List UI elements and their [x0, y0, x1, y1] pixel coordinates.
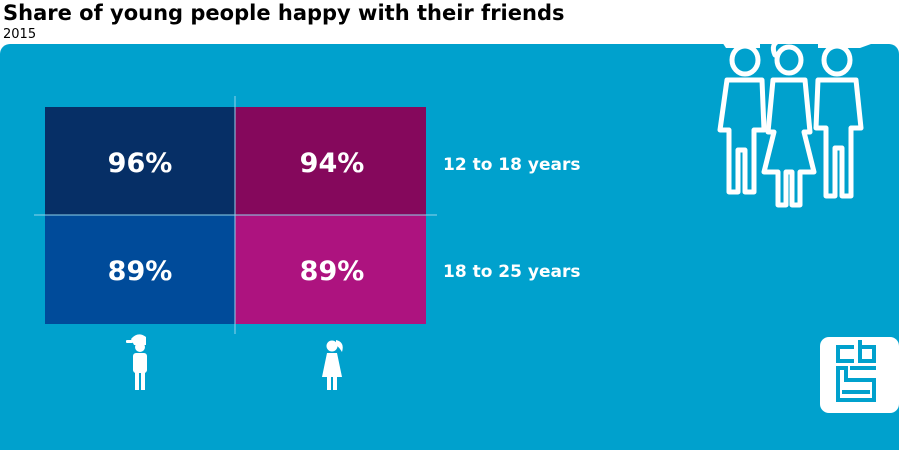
girl-icon: [322, 340, 343, 390]
row-label-12-18: 12 to 18 years: [443, 155, 580, 175]
value-label-18-25-boys: 89%: [108, 256, 173, 287]
cell-12-18-boys: [45, 107, 235, 215]
cell-12-18-girls: [235, 107, 426, 215]
cell-18-25-girls: [235, 215, 426, 324]
group-of-young-people-icon: [717, 31, 871, 208]
value-label-18-25-girls: 89%: [300, 256, 365, 287]
boy-icon: [126, 334, 147, 390]
value-label-12-18-boys: 96%: [108, 148, 173, 179]
chart-title: Share of young people happy with their f…: [3, 1, 565, 25]
cell-18-25-boys: [45, 215, 235, 324]
chart-subtitle: 2015: [3, 27, 37, 42]
value-label-12-18-girls: 94%: [300, 148, 365, 179]
cbs-logo-icon: [820, 337, 899, 413]
row-label-18-25: 18 to 25 years: [443, 262, 580, 282]
